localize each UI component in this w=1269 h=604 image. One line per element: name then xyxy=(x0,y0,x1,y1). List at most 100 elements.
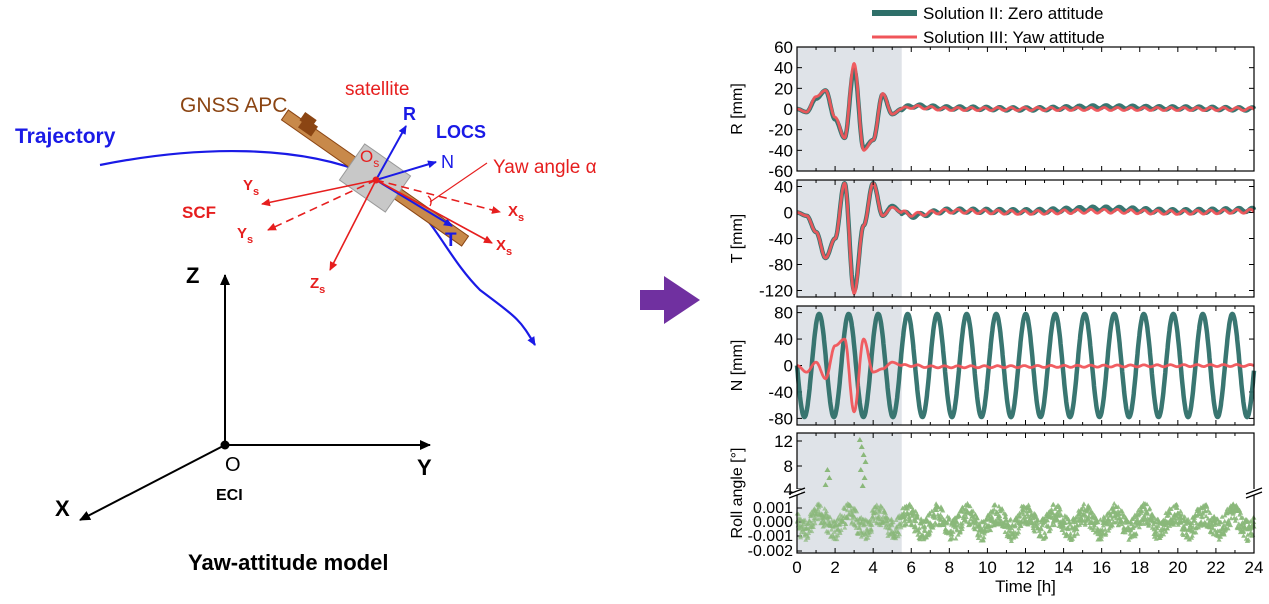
y-tick-label: -120 xyxy=(759,282,793,301)
scatter-point xyxy=(1223,527,1229,532)
ys-prime-axis-arrow xyxy=(267,179,377,231)
scatter-point xyxy=(978,533,984,538)
scatter-point xyxy=(949,535,955,541)
r-axis-arrow xyxy=(375,125,407,181)
scatter-point xyxy=(1078,510,1084,515)
scatter-point xyxy=(955,523,961,528)
scatter-point xyxy=(968,516,973,522)
diagram-caption: Yaw-attitude model xyxy=(188,550,388,575)
scatter-point xyxy=(1086,513,1092,519)
x-tick-label: 22 xyxy=(1206,558,1225,577)
y-tick-label: -0.001 xyxy=(748,528,793,545)
scatter-point xyxy=(1070,536,1075,541)
x-tick-label: 14 xyxy=(1054,558,1073,577)
scatter-point xyxy=(975,535,981,540)
scatter-point xyxy=(944,519,950,525)
scatter-point xyxy=(861,522,867,527)
scatter-point xyxy=(1188,522,1194,528)
y-tick-label: 0.001 xyxy=(753,500,793,517)
y-tick-label: 40 xyxy=(774,59,793,78)
scatter-point xyxy=(916,525,922,531)
scatter-point xyxy=(1027,508,1033,513)
scatter-point xyxy=(1043,533,1049,538)
scatter-point xyxy=(840,518,846,524)
scatter-point xyxy=(843,521,849,526)
scatter-point xyxy=(798,534,804,540)
axis-break-gap xyxy=(793,489,801,495)
scatter-point xyxy=(1146,521,1152,526)
y-tick-label: -40 xyxy=(768,141,793,160)
scatter-point xyxy=(897,531,902,537)
x-tick-label: 8 xyxy=(945,558,954,577)
scatter-point xyxy=(1109,516,1115,521)
scatter-point xyxy=(1065,533,1071,538)
scatter-point xyxy=(1213,520,1218,526)
scatter-point xyxy=(1079,520,1085,526)
n-label: N xyxy=(441,152,454,172)
x-tick-label: 16 xyxy=(1092,558,1111,577)
scatter-point xyxy=(890,519,896,525)
scatter-point xyxy=(963,514,969,519)
scatter-point xyxy=(1205,508,1211,513)
eci-x-axis xyxy=(79,444,226,521)
scatter-point xyxy=(1052,522,1058,528)
scatter-point xyxy=(834,536,840,542)
scatter-point xyxy=(974,515,980,520)
scatter-point xyxy=(1210,526,1216,531)
scatter-point xyxy=(1074,526,1080,532)
scatter-point xyxy=(970,519,976,524)
scatter-point xyxy=(824,467,831,472)
scatter-point xyxy=(1009,525,1014,530)
scatter-point xyxy=(871,518,877,523)
scatter-point xyxy=(1221,522,1227,527)
gnss-apc-marker xyxy=(298,117,318,137)
scf-label: SCF xyxy=(182,203,216,222)
scatter-point xyxy=(1185,516,1191,522)
scatter-point xyxy=(860,452,867,457)
scatter-point xyxy=(970,508,976,513)
scatter-point xyxy=(867,517,873,523)
scatter-point xyxy=(1057,506,1063,512)
series-line xyxy=(794,311,1257,420)
scatter-point xyxy=(1179,512,1185,517)
scatter-point xyxy=(816,504,822,510)
scatter-point xyxy=(1167,510,1173,516)
scatter-point xyxy=(842,525,848,530)
scatter-point xyxy=(1030,525,1036,530)
scatter-point xyxy=(1228,522,1233,528)
highlight-region xyxy=(797,433,902,553)
y-tick-label: -80 xyxy=(768,256,793,275)
axis-break-mark xyxy=(1245,491,1263,499)
transition-arrow-icon xyxy=(640,276,700,324)
axis-ylabel: Roll angle [°] xyxy=(729,448,746,539)
scatter-point xyxy=(1218,519,1224,525)
scatter-point xyxy=(1093,516,1099,521)
scatter-point xyxy=(987,511,992,516)
scatter-point xyxy=(1182,514,1188,519)
scatter-point xyxy=(908,517,913,523)
scatter-point xyxy=(1137,519,1143,524)
y-tick-label: 0.000 xyxy=(753,514,793,531)
scatter-point xyxy=(1154,525,1160,531)
scatter-point xyxy=(810,524,816,529)
scatter-point xyxy=(1039,526,1045,532)
scatter-point xyxy=(1238,510,1244,515)
scatter-point xyxy=(1193,529,1199,535)
scatter-point xyxy=(940,508,946,513)
scatter-point xyxy=(938,512,943,517)
scatter-point xyxy=(975,531,981,536)
scatter-point xyxy=(862,459,869,464)
scatter-point xyxy=(1164,525,1170,531)
scatter-point xyxy=(929,508,935,514)
scatter-point xyxy=(997,516,1003,521)
scatter-point xyxy=(1161,531,1167,537)
scatter-point xyxy=(859,483,866,488)
scatter-point xyxy=(914,511,920,517)
results-chart: Solution II: Zero attitude Solution III: … xyxy=(729,4,1263,596)
scatter-point xyxy=(913,518,919,524)
scatter-point xyxy=(922,524,928,530)
scatter-point xyxy=(1140,521,1146,526)
scatter-point xyxy=(989,514,995,519)
scatter-point xyxy=(845,515,851,521)
scatter-point xyxy=(812,520,818,526)
